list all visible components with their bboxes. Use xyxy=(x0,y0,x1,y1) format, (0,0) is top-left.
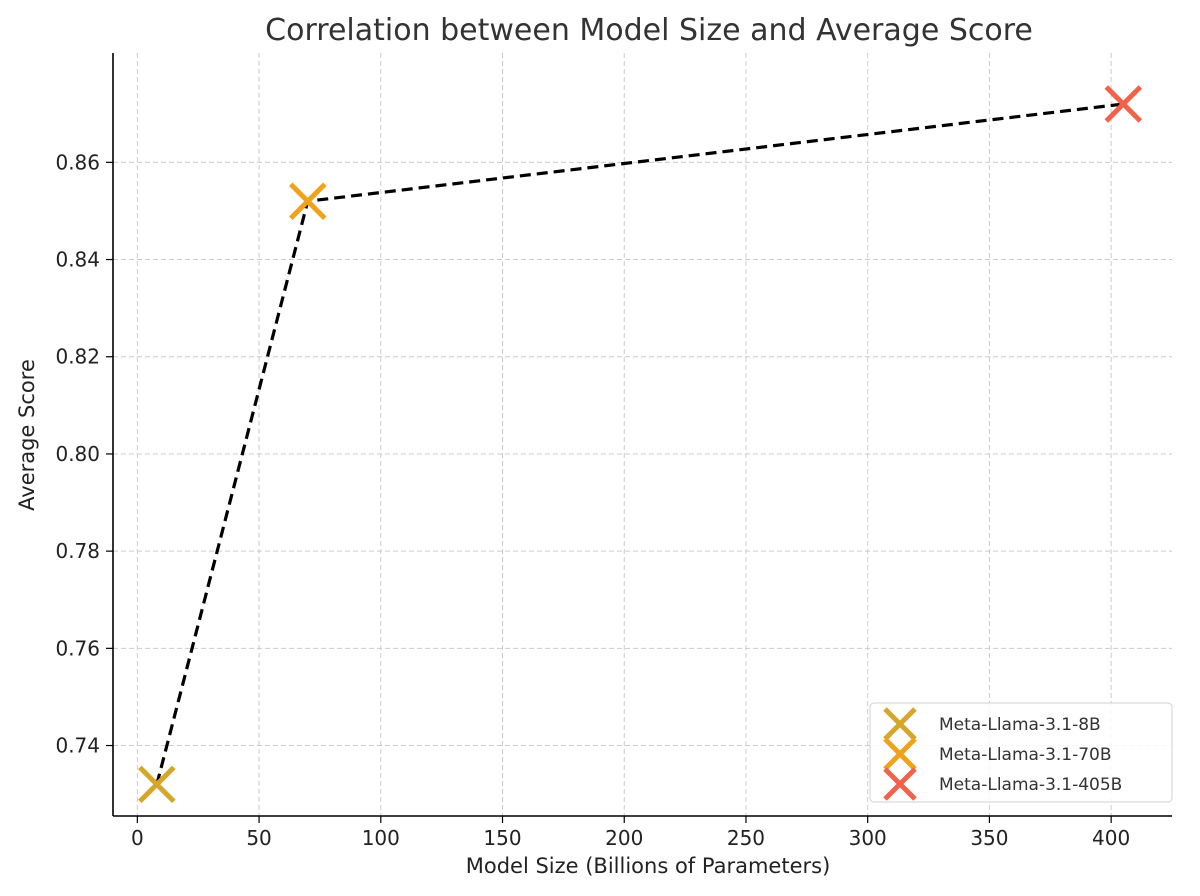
x-tick-label: 250 xyxy=(727,826,765,850)
legend-marker xyxy=(883,767,917,801)
x-tick-label: 200 xyxy=(605,826,643,850)
x-tick-label: 150 xyxy=(483,826,521,850)
axes-spines xyxy=(112,53,1172,817)
y-tick-label: 0.82 xyxy=(55,345,100,369)
x-tick-label: 0 xyxy=(131,826,144,850)
legend-marker xyxy=(883,707,917,741)
legend: Meta-Llama-3.1-8B Meta-Llama-3.1-70B Meta-… xyxy=(869,702,1173,803)
legend-label: Meta-Llama-3.1-70B xyxy=(939,745,1112,765)
legend-label: Meta-Llama-3.1-8B xyxy=(939,715,1101,735)
legend-frame xyxy=(869,702,1173,803)
y-tick-label: 0.74 xyxy=(55,734,100,758)
y-tick-label: 0.86 xyxy=(55,150,100,174)
y-axis-ticks: 0.74 0.76 0.78 0.80 0.82 0.84 0.86 xyxy=(55,150,113,758)
x-axis-ticks: 0 50 100 150 200 250 300 350 400 xyxy=(131,816,1130,850)
markers xyxy=(138,85,1143,804)
y-tick-label: 0.78 xyxy=(55,539,100,563)
x-tick-label: 50 xyxy=(246,826,271,850)
x-axis-label: Model Size (Billions of Parameters) xyxy=(466,854,831,878)
data-point-marker xyxy=(1104,85,1143,123)
y-tick-label: 0.80 xyxy=(55,442,100,466)
data-point-marker xyxy=(138,765,176,804)
legend-label: Meta-Llama-3.1-405B xyxy=(939,775,1122,795)
y-axis-label: Average Score xyxy=(15,359,39,511)
x-tick-label: 350 xyxy=(970,826,1008,850)
x-tick-label: 100 xyxy=(362,826,400,850)
x-tick-label: 300 xyxy=(849,826,887,850)
legend-marker xyxy=(883,737,917,771)
y-tick-label: 0.84 xyxy=(55,248,100,272)
legend-item: Meta-Llama-3.1-405B xyxy=(883,767,1122,801)
chart-title: Correlation between Model Size and Avera… xyxy=(265,13,1033,48)
grid xyxy=(113,53,1172,816)
x-tick-label: 400 xyxy=(1092,826,1130,850)
legend-item: Meta-Llama-3.1-8B xyxy=(883,707,1101,741)
y-tick-label: 0.76 xyxy=(55,636,100,660)
legend-item: Meta-Llama-3.1-70B xyxy=(883,737,1112,771)
data-point-marker xyxy=(288,182,327,220)
